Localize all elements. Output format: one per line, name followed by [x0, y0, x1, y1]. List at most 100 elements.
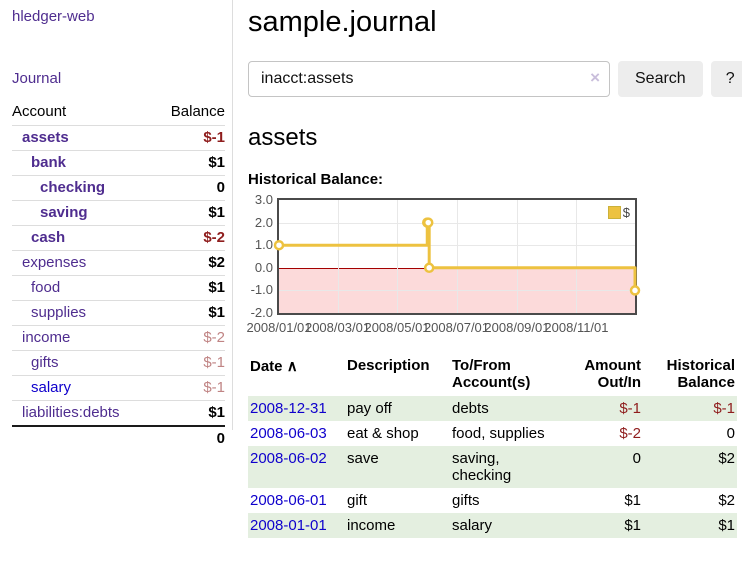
transaction-date-link[interactable]: 2008-12-31: [250, 400, 327, 417]
account-row: salary $-1: [12, 375, 225, 401]
transaction-row: 2008-06-02 save saving, checking 0 $2: [248, 446, 737, 488]
account-row: bank $1: [12, 150, 225, 176]
chart-line: [279, 221, 637, 291]
transaction-accounts: gifts: [452, 492, 480, 509]
account-row: supplies $1: [12, 300, 225, 326]
transaction-amount: $-2: [619, 425, 641, 442]
sidebar-account-link[interactable]: income: [22, 329, 71, 346]
search-input[interactable]: [248, 61, 610, 97]
transaction-row: 2008-06-01 gift gifts $1 $2: [248, 488, 737, 513]
app-brand-link[interactable]: hledger-web: [12, 8, 95, 25]
transaction-description: income: [347, 517, 396, 534]
sidebar: hledger-web Journal Account Balance asse…: [0, 0, 233, 451]
sidebar-account-link[interactable]: food: [31, 279, 61, 296]
sidebar-account-link[interactable]: bank: [31, 154, 67, 171]
account-heading: assets: [248, 124, 318, 151]
chart-vgridline: [576, 200, 578, 313]
transaction-amount: $-1: [619, 400, 641, 417]
account-name-cell: cash: [12, 225, 154, 251]
transaction-row: 2008-12-31 pay off debts $-1 $-1: [248, 396, 737, 421]
account-row: assets $-1: [12, 125, 225, 151]
transaction-date-link[interactable]: 2008-06-03: [250, 425, 327, 442]
chart-series: [273, 217, 641, 296]
search-help-button[interactable]: ?: [710, 61, 742, 97]
sidebar-account-link[interactable]: supplies: [31, 304, 87, 321]
account-row: income $-2: [12, 325, 225, 351]
sidebar-account-link[interactable]: assets: [22, 129, 69, 146]
accounts-table-body: assets $-1 bank $1 checking 0 saving $1 cash $-2 e…: [12, 125, 225, 427]
transaction-accounts: salary: [452, 517, 493, 534]
account-balance: $1: [153, 200, 225, 226]
chart-y-tick-label: 0.0: [254, 259, 273, 275]
accounts-table: Account Balance assets $-1 bank $1 checking 0…: [12, 100, 225, 451]
account-row: cash $-2: [12, 225, 225, 251]
main-content: sample.journal × Search ? assets Histori…: [246, 0, 742, 538]
sidebar-account-link[interactable]: checking: [40, 179, 106, 196]
account-name-cell: gifts: [12, 350, 154, 376]
account-name-cell: checking: [12, 175, 154, 201]
transaction-balance: $1: [718, 517, 735, 534]
search-box: ×: [248, 61, 610, 97]
register-header-balance: Historical Balance: [666, 357, 735, 391]
account-balance: $-1: [153, 350, 225, 376]
chart-data-point[interactable]: [273, 239, 285, 251]
chart-x-tick-label: 2008/03/01: [304, 320, 371, 335]
register-table-body: 2008-12-31 pay off debts $-1 $-1 2008-06-03 ea…: [248, 396, 737, 538]
account-balance: $-2: [153, 225, 225, 251]
accounts-header-account: Account: [12, 100, 154, 126]
accounts-total-balance: 0: [153, 425, 225, 451]
account-balance: $-2: [153, 325, 225, 351]
transaction-balance: $2: [718, 492, 735, 509]
sidebar-account-link[interactable]: salary: [31, 379, 72, 396]
account-name-cell: saving: [12, 200, 154, 226]
chart-data-point[interactable]: [423, 262, 435, 274]
transaction-amount: $1: [624, 517, 641, 534]
page-title: sample.journal: [248, 6, 437, 38]
sort-ascending-icon: ∧: [286, 358, 298, 375]
transaction-accounts: debts: [452, 400, 489, 417]
chart-data-point[interactable]: [422, 217, 434, 228]
transaction-date-link[interactable]: 2008-01-01: [250, 517, 327, 534]
sidebar-item-journal[interactable]: Journal: [12, 70, 62, 87]
transaction-balance: 0: [726, 425, 735, 442]
transaction-row: 2008-06-03 eat & shop food, supplies $-2 0: [248, 421, 737, 446]
search-button[interactable]: Search: [618, 61, 703, 97]
transaction-date-cell: 2008-01-01: [248, 513, 345, 538]
sidebar-account-link[interactable]: expenses: [22, 254, 87, 271]
account-name-cell: bank: [12, 150, 154, 176]
transaction-amount: $1: [624, 492, 641, 509]
sidebar-account-link[interactable]: saving: [40, 204, 88, 221]
account-balance: $-1: [153, 375, 225, 401]
register-header-date[interactable]: Date ∧: [248, 354, 345, 396]
chart-label: Historical Balance:: [248, 171, 384, 188]
transaction-description: pay off: [347, 400, 392, 417]
clear-search-icon[interactable]: ×: [590, 68, 600, 87]
sidebar-account-link[interactable]: cash: [31, 229, 66, 246]
transaction-accounts: food, supplies: [452, 425, 545, 442]
account-name-cell: food: [12, 275, 154, 301]
sidebar-account-link[interactable]: gifts: [31, 354, 59, 371]
account-name-cell: assets: [12, 125, 154, 151]
transaction-date-cell: 2008-06-01: [248, 488, 345, 513]
chart-y-tick-label: -2.0: [250, 305, 273, 320]
transaction-date-link[interactable]: 2008-06-02: [250, 450, 327, 467]
accounts-total-spacer: [12, 425, 154, 451]
register-header-row: Date ∧ Description To/From Account(s) Am…: [248, 354, 737, 396]
transaction-date-link[interactable]: 2008-06-01: [250, 492, 327, 509]
chart-plot-area: $: [273, 198, 641, 315]
chart-y-tick-label: -1.0: [250, 282, 273, 298]
chart-data-point[interactable]: [629, 285, 641, 296]
account-balance: $1: [153, 400, 225, 427]
chart-vgridline: [337, 200, 339, 313]
account-name-cell: expenses: [12, 250, 154, 276]
account-row: checking 0: [12, 175, 225, 201]
account-name-cell: income: [12, 325, 154, 351]
chart-y-tick-label: 2.0: [254, 214, 273, 230]
legend-label: $: [622, 205, 630, 220]
transaction-description: gift: [347, 492, 368, 509]
account-balance: $-1: [153, 125, 225, 151]
sidebar-account-link[interactable]: liabilities:debts: [22, 404, 120, 421]
legend-swatch: [607, 206, 621, 219]
register-header-date-label: Date: [250, 358, 283, 375]
chart-vgridline: [397, 200, 399, 313]
